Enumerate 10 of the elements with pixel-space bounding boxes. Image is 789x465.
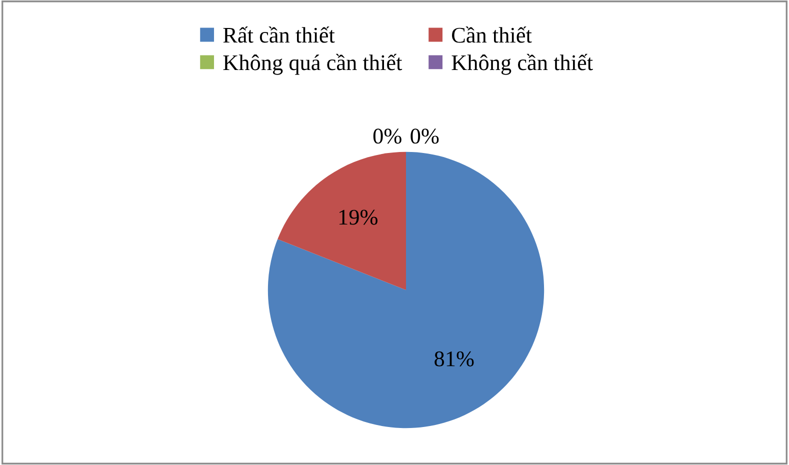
legend-label: Rất cần thiết [223, 26, 335, 43]
legend-label: Cần thiết [452, 26, 532, 43]
pie-slice [278, 152, 406, 290]
text: 0% [373, 128, 402, 144]
data-label: 19% [339, 210, 378, 225]
text: 0% [410, 128, 439, 144]
legend-label: Không cần thiết [452, 54, 593, 75]
pie-slice [268, 152, 544, 428]
data-label: 81% [434, 351, 474, 366]
legend-label: Không quá cần thiết [223, 54, 402, 75]
